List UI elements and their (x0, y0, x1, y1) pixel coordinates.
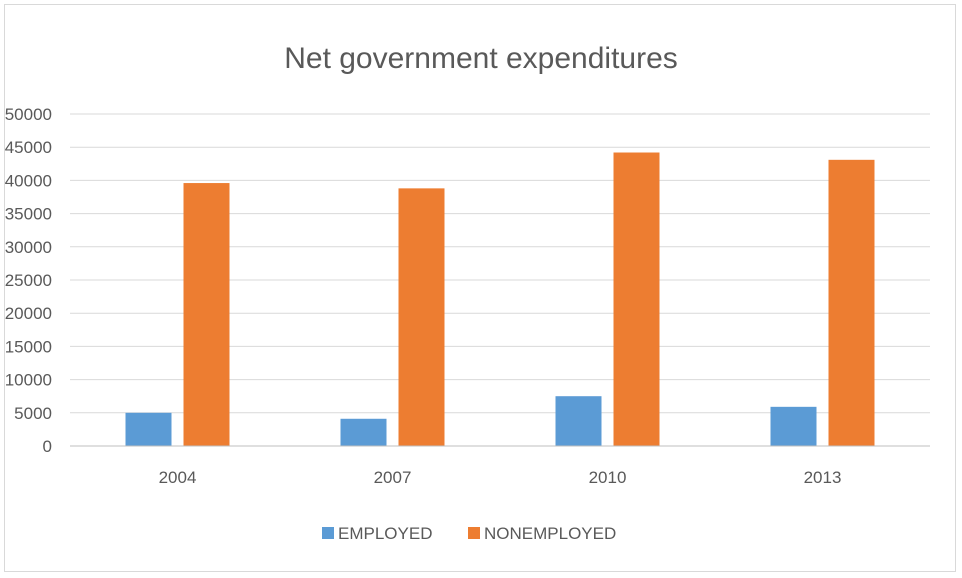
legend: EMPLOYED NONEMPLOYED (322, 524, 616, 543)
bars (125, 152, 875, 447)
bar-nonemployed-2004 (183, 183, 230, 446)
legend-label-employed: EMPLOYED (338, 524, 432, 543)
x-tick-label: 2007 (374, 468, 412, 487)
bar-nonemployed-2013 (828, 159, 875, 447)
x-tick-label: 2004 (159, 468, 197, 487)
bar-employed-2007 (340, 418, 387, 446)
legend-label-nonemployed: NONEMPLOYED (484, 524, 616, 543)
y-tick-label: 10000 (5, 371, 52, 390)
y-tick-label: 25000 (5, 271, 52, 290)
legend-swatch-employed (322, 527, 334, 539)
y-tick-label: 30000 (5, 238, 52, 257)
bar-nonemployed-2007 (398, 188, 445, 447)
x-axis-ticks: 2004 2007 2010 2013 (159, 468, 842, 487)
bar-employed-2004 (125, 412, 172, 446)
y-tick-label: 45000 (5, 138, 52, 157)
x-tick-label: 2010 (589, 468, 627, 487)
legend-swatch-nonemployed (468, 527, 480, 539)
chart-title: Net government expenditures (284, 42, 678, 75)
bar-employed-2010 (555, 396, 602, 446)
y-axis-ticks: 0 5000 10000 15000 20000 25000 30000 35000 40000… (5, 105, 52, 456)
y-tick-label: 35000 (5, 205, 52, 224)
bar-employed-2013 (770, 406, 817, 446)
y-tick-label: 5000 (14, 404, 52, 423)
y-tick-label: 40000 (5, 171, 52, 190)
x-tick-label: 2013 (804, 468, 842, 487)
y-tick-label: 50000 (5, 105, 52, 124)
bar-nonemployed-2010 (613, 152, 660, 446)
y-tick-label: 15000 (5, 337, 52, 356)
chart-area (4, 4, 956, 572)
y-tick-label: 0 (43, 437, 52, 456)
y-tick-label: 20000 (5, 304, 52, 323)
